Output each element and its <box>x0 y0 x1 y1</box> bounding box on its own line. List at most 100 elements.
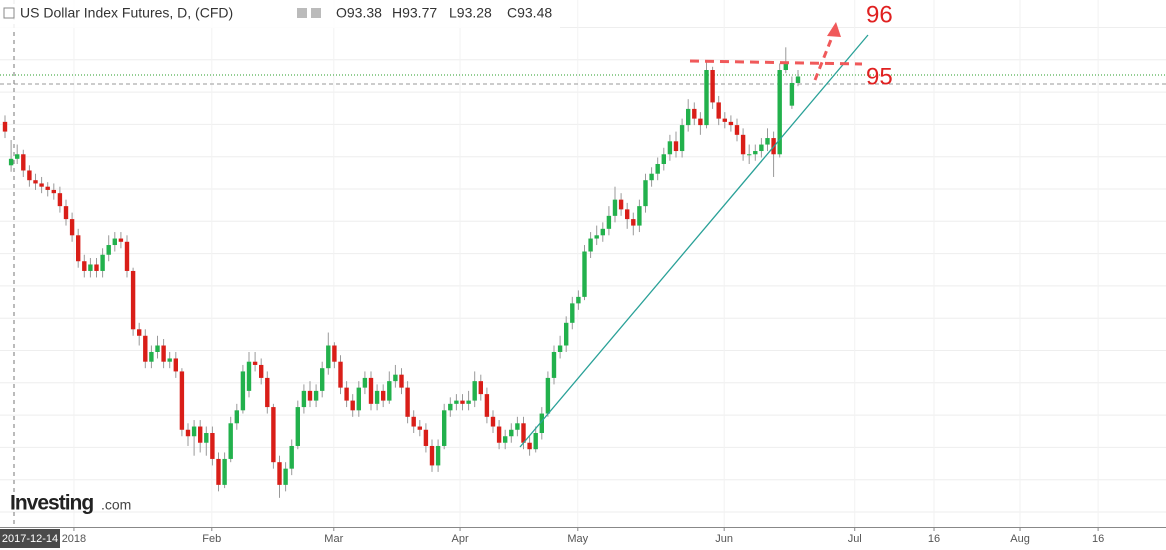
annotation: 96 <box>866 1 893 28</box>
candle-body <box>661 154 666 164</box>
candle-body <box>295 407 300 446</box>
candle-body <box>490 416 496 427</box>
candles <box>2 47 801 498</box>
candle-body <box>466 400 471 404</box>
candle-body <box>448 403 453 411</box>
candle-body <box>631 219 636 226</box>
candle-body <box>423 429 429 446</box>
candle-body <box>106 245 111 255</box>
candle-body <box>69 219 75 236</box>
candle-body <box>527 442 532 450</box>
candle-body <box>197 426 203 443</box>
candle-body <box>326 345 331 369</box>
candle-body <box>234 410 239 424</box>
candle-body <box>76 235 81 262</box>
candle-body <box>118 238 124 242</box>
grid <box>0 0 1166 527</box>
candle-body <box>399 374 404 388</box>
candle-body <box>179 371 185 430</box>
candle-body <box>545 377 551 414</box>
candle-body <box>618 199 624 210</box>
candle-body <box>759 144 764 152</box>
candle-body <box>667 141 673 155</box>
candle-body <box>137 329 142 336</box>
icon <box>311 8 321 18</box>
crosshair-label: 2017-12-14 <box>2 533 58 545</box>
candle-body <box>539 413 544 434</box>
candle-body <box>222 458 227 485</box>
candle-body <box>557 345 563 352</box>
candle-body <box>155 345 160 352</box>
arrow-head <box>827 22 841 37</box>
candle-body <box>582 251 587 297</box>
candle-body <box>204 433 209 443</box>
candle-body <box>679 125 685 152</box>
candle-body <box>655 163 660 174</box>
candle-body <box>191 426 197 437</box>
candle-body <box>441 410 447 446</box>
candle-body <box>82 261 87 271</box>
candle-body <box>606 215 612 229</box>
candle-body <box>57 193 63 207</box>
candle-body <box>484 394 490 417</box>
x-tick-label: Jul <box>848 533 862 545</box>
candle-body <box>173 358 178 372</box>
candle-body <box>338 361 343 388</box>
candle-body <box>185 429 191 437</box>
candle-body <box>460 400 465 404</box>
candle-body <box>710 70 715 103</box>
candle-body <box>765 138 770 145</box>
candle-body <box>570 303 575 323</box>
candle-body <box>51 189 57 194</box>
candle-body <box>374 390 380 404</box>
candle-body <box>411 416 416 427</box>
candle-body <box>777 70 782 155</box>
x-tick-label: Mar <box>324 533 343 545</box>
candle-body <box>600 228 605 236</box>
candle-body <box>643 180 648 207</box>
legend-value: H93.77 <box>392 5 437 21</box>
x-tick-label: 16 <box>928 533 940 545</box>
candle-body <box>63 206 69 220</box>
trend-line <box>519 34 869 448</box>
candle-body <box>734 125 740 135</box>
x-tick-label: 16 <box>1092 533 1104 545</box>
candle-body <box>271 407 276 463</box>
x-tick-label: 2018 <box>62 533 86 545</box>
candle-body <box>307 390 313 401</box>
candle-body <box>210 433 215 459</box>
candle-body <box>435 445 441 466</box>
candle-body <box>417 426 422 430</box>
candle-body <box>27 170 32 181</box>
candle-body <box>344 387 349 401</box>
legend-value: C93.48 <box>507 5 552 21</box>
legend-value: O93.38 <box>336 5 382 21</box>
candle-body <box>8 158 14 166</box>
candle-body <box>380 390 386 401</box>
candle-body <box>258 364 264 378</box>
candle-body <box>100 254 105 271</box>
candle-body <box>533 433 538 450</box>
candle-body <box>753 151 758 155</box>
candle-body <box>332 345 337 362</box>
candle-body <box>246 361 252 391</box>
chart-title: US Dollar Index Futures, D, (CFD) <box>20 5 233 21</box>
candle-body <box>673 141 679 152</box>
candle-body <box>429 445 435 466</box>
candle-body <box>704 70 709 126</box>
candle-body <box>472 381 477 401</box>
watermark: .com <box>101 497 131 513</box>
candle-body <box>277 462 282 485</box>
candle-body <box>576 296 581 304</box>
x-axis-labels: 2018 Feb Mar Apr May Jun Jul 16 Aug 16 <box>62 527 1104 545</box>
legend-value: L93.28 <box>449 5 492 21</box>
arrow <box>813 31 836 81</box>
candle-body <box>722 118 727 122</box>
candle-body <box>362 377 368 388</box>
header-bg <box>0 0 560 28</box>
candle-body <box>746 154 752 156</box>
candle-body <box>283 468 288 485</box>
candle-body <box>405 387 410 417</box>
candle-body <box>685 108 691 126</box>
